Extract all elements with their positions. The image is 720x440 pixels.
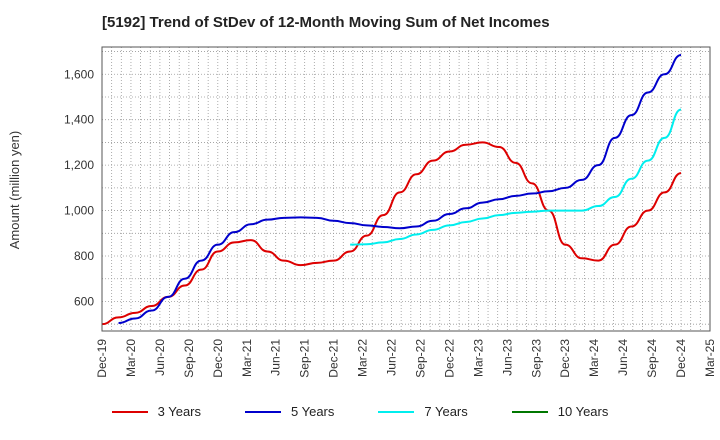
x-tick-label: Dec-24 — [674, 339, 688, 378]
x-tick-label: Dec-22 — [442, 339, 456, 378]
x-tick-label: Sep-23 — [529, 339, 543, 378]
x-tick-label: Mar-20 — [124, 339, 138, 377]
y-tick-labels: 600 800 1,000 1,200 1,400 1,600 — [64, 67, 94, 308]
y-tick-label: 1,000 — [64, 204, 94, 218]
legend-label: 3 Years — [157, 404, 201, 419]
y-tick-label: 1,400 — [64, 113, 94, 127]
chart-title: [5192] Trend of StDev of 12-Month Moving… — [102, 14, 550, 31]
x-tick-labels: Dec-19 Mar-20 Jun-20 Sep-20 Dec-20 Mar-21 Jun-… — [95, 339, 717, 378]
legend-swatch — [111, 410, 148, 413]
plot-frame — [101, 46, 711, 332]
x-tick-label: Sep-21 — [298, 339, 312, 378]
legend-item: 5 Years — [245, 404, 334, 419]
series-line-5-years — [118, 53, 682, 325]
x-tick-label: Jun-20 — [153, 339, 167, 376]
y-tick-label: 600 — [74, 294, 94, 308]
legend-label: 5 Years — [291, 404, 335, 419]
legend-swatch — [378, 410, 415, 413]
legend-label: 10 Years — [557, 404, 609, 419]
x-tick-label: Dec-19 — [95, 339, 109, 378]
legend-label: 7 Years — [424, 404, 468, 419]
x-tick-label: Jun-21 — [269, 339, 283, 376]
x-tick-label: Sep-22 — [413, 339, 427, 378]
line-layer — [101, 53, 682, 326]
legend-item: 7 Years — [378, 404, 468, 419]
x-tick-label: Dec-23 — [558, 339, 572, 378]
legend-swatch — [511, 410, 548, 413]
x-tick-label: Dec-21 — [327, 339, 341, 378]
series-line-7-years — [350, 108, 682, 246]
series-line-3-years — [101, 141, 682, 326]
y-tick-label: 800 — [74, 249, 94, 263]
x-tick-label: Jun-24 — [616, 339, 630, 376]
x-tick-label: Mar-24 — [587, 339, 601, 377]
x-tick-label: Sep-20 — [182, 339, 196, 378]
x-tick-label: Sep-24 — [645, 339, 659, 378]
legend-item: 3 Years — [111, 404, 201, 419]
y-axis-label: Amount (million yen) — [7, 131, 22, 250]
y-tick-label: 1,600 — [64, 67, 94, 81]
x-tick-label: Mar-21 — [240, 339, 254, 377]
x-tick-label: Jun-22 — [385, 339, 399, 376]
legend-swatch — [245, 410, 281, 413]
x-tick-label: Mar-22 — [356, 339, 370, 377]
x-tick-label: Mar-23 — [471, 339, 485, 377]
legend: 3 Years 5 Years 7 Years 10 Years — [0, 404, 720, 419]
x-tick-label: Jun-23 — [500, 339, 514, 376]
x-tick-label: Dec-20 — [211, 339, 225, 378]
x-tick-label: Mar-25 — [703, 339, 717, 377]
legend-item: 10 Years — [511, 404, 609, 419]
y-tick-label: 1,200 — [64, 158, 94, 172]
